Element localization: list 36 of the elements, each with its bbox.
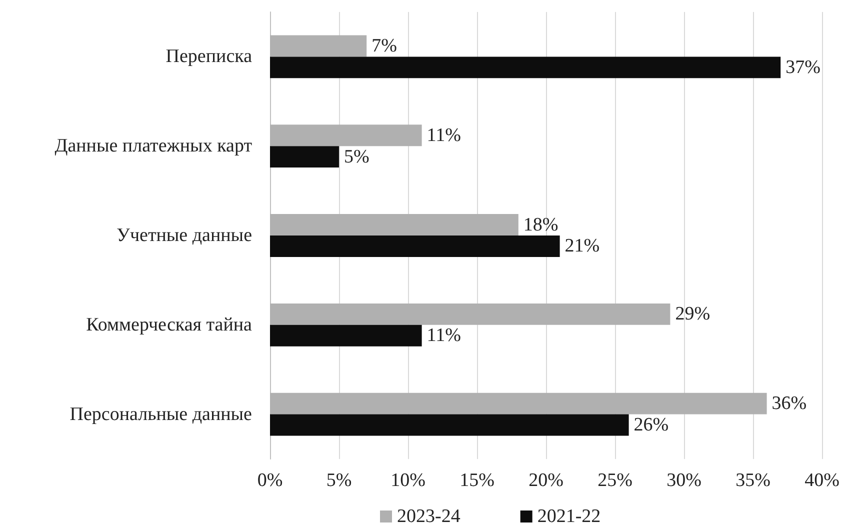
x-tick-label: 30% <box>666 470 702 491</box>
data-label: 36% <box>772 393 807 414</box>
x-tick-label: 10% <box>390 470 426 491</box>
bar <box>270 35 367 57</box>
bar <box>270 303 670 325</box>
bar <box>270 414 629 436</box>
bar <box>270 324 422 346</box>
bar <box>270 124 422 146</box>
y-tick-label: Учетные данные <box>116 225 252 246</box>
x-tick-label: 0% <box>257 470 283 491</box>
bar <box>270 146 339 168</box>
data-label: 11% <box>426 325 462 346</box>
data-label: 26% <box>634 414 669 436</box>
data-label: 5% <box>344 146 370 168</box>
data-label: 7% <box>372 35 398 56</box>
y-tick-label: Коммерческая тайна <box>86 314 253 336</box>
legend-label: 2023-24 <box>397 506 461 527</box>
data-label: 18% <box>523 214 558 236</box>
y-tick-label: Данные платежных карт <box>54 136 253 157</box>
bar <box>270 392 767 414</box>
y-tick-label: Персональные данные <box>70 404 252 425</box>
data-label: 11% <box>426 124 462 146</box>
x-tick-label: 5% <box>326 470 352 491</box>
x-tick-label: 35% <box>736 470 771 491</box>
x-tick-label: 25% <box>598 470 633 491</box>
data-label: 21% <box>564 236 600 257</box>
bar <box>270 214 518 236</box>
bar <box>270 56 781 78</box>
x-tick-label: 40% <box>804 470 840 491</box>
data-label: 29% <box>675 304 710 325</box>
legend-label: 2021-22 <box>537 506 601 527</box>
x-tick-label: 20% <box>528 470 564 491</box>
data-label: 37% <box>786 56 821 78</box>
y-tick-label: Переписка <box>166 46 253 68</box>
x-tick-label: 15% <box>460 470 495 491</box>
bar <box>270 236 560 257</box>
